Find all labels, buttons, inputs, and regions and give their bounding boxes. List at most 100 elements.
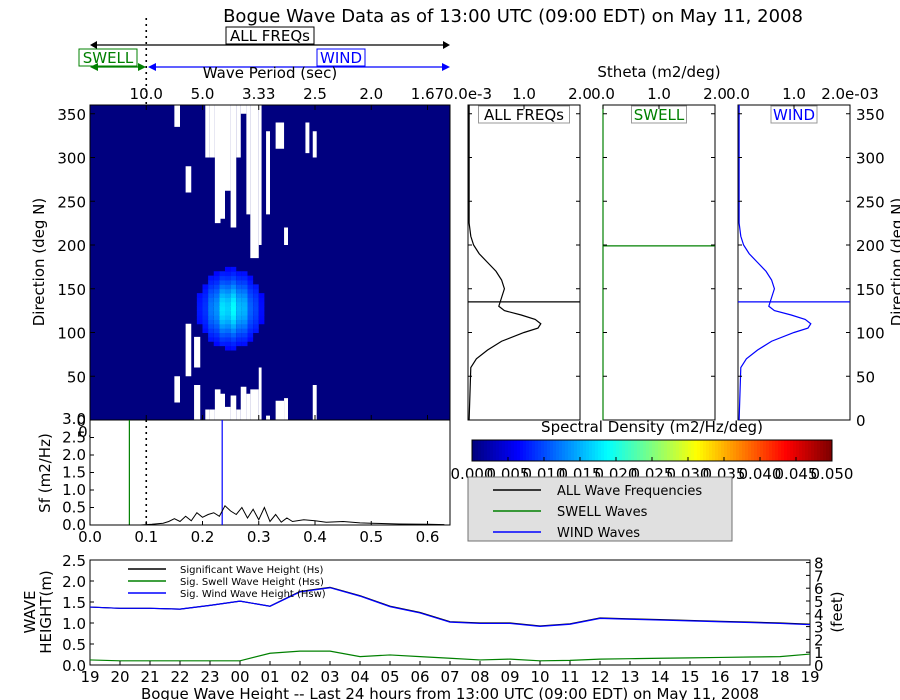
heatmap-cell-74 [225, 315, 231, 320]
swell-band-label-box [78, 48, 138, 67]
legend-label-1: SWELL Waves [557, 505, 648, 520]
heatmap-gap-3-0 [194, 385, 201, 420]
heatmap-gap-3-1 [194, 336, 201, 368]
heatmap-cell-128 [241, 315, 248, 320]
hs-legend-label-2: Sig. Wind Wave Height (Hsw) [180, 589, 326, 600]
sf-x-tick-label-0: 0.0 [78, 528, 102, 546]
colorbar-segment-54 [634, 440, 638, 461]
heatmap-y-tick-label-3: 150 [57, 281, 86, 299]
heatmap-cell-83 [225, 275, 231, 281]
heatmap-cell-156 [253, 319, 259, 325]
colorbar-segment-38 [586, 440, 590, 461]
colorbar-segment-41 [595, 440, 599, 461]
colorbar-segment-84 [724, 440, 728, 461]
colorbar-segment-98 [766, 440, 770, 461]
heatmap-gap-12-1 [240, 105, 247, 114]
legend-label-2: WIND Waves [557, 526, 640, 541]
heatmap-cell-78 [225, 297, 231, 303]
heatmap-gap-14-0 [250, 389, 259, 420]
heatmap-cell-14 [202, 297, 209, 303]
heatmap-cell-20 [208, 328, 214, 333]
heatmap-gap-18-1 [284, 227, 288, 245]
heatmap-cell-98 [230, 293, 237, 298]
hs-x-tick-label-20: 15 [680, 668, 699, 686]
heatmap-cell-15 [202, 293, 209, 298]
heatmap-cell-132 [241, 297, 248, 303]
colorbar-segment-12 [508, 440, 512, 461]
heatmap-cell-131 [241, 301, 248, 307]
heatmap-cell-109 [236, 323, 242, 329]
colorbar-segment-29 [559, 440, 563, 461]
heatmap-cell-111 [236, 315, 242, 320]
colorbar-segment-59 [649, 440, 653, 461]
sf-axis-label: Sf (m2/Hz) [36, 433, 54, 513]
sf-x-tick-label-5: 0.5 [359, 528, 383, 546]
heatmap-y-tick-label-4: 200 [57, 237, 86, 255]
heatmap-cell-73 [225, 319, 231, 325]
colorbar-segment-52 [628, 440, 632, 461]
colorbar-segment-105 [787, 440, 791, 461]
heatmap-cell-52 [219, 332, 225, 338]
stheta-wind-profile-line [738, 105, 812, 421]
heatmap-gap-2-1 [185, 166, 192, 193]
colorbar-segment-80 [712, 440, 716, 461]
heatmap-cell-21 [208, 323, 214, 329]
colorbar-segment-100 [772, 440, 776, 461]
heatmap-cell-142 [247, 323, 254, 329]
colorbar-segment-103 [781, 440, 785, 461]
hs-series-line-2 [89, 587, 811, 627]
heatmap-cell-152 [247, 280, 254, 285]
heatmap-cell-112 [236, 310, 242, 316]
heatmap-cell-127 [241, 319, 248, 325]
heatmap-y-tick-label-0: 0 [76, 412, 86, 430]
heatmap-cell-50 [219, 341, 225, 347]
heatmap-cell-64 [219, 280, 225, 285]
stheta-right-y-tick-label-0: 0 [856, 412, 866, 430]
hs-x-tick-label-15: 10 [530, 668, 549, 686]
heatmap-cell-154 [253, 328, 259, 333]
colorbar-segment-72 [688, 440, 692, 461]
hs-x-tick-label-8: 03 [320, 668, 339, 686]
heatmap-cell-100 [230, 284, 237, 290]
heatmap-cell-85 [225, 266, 231, 272]
heatmap-cell-58 [219, 306, 225, 312]
heatmap-cell-80 [225, 288, 231, 294]
heatmap-cell-92 [230, 319, 237, 325]
heatmap-gap-11-1 [236, 105, 241, 158]
heatmap-cell-11 [202, 310, 209, 316]
heatmap-cell-94 [230, 310, 237, 316]
heatmap-cell-153 [247, 275, 254, 281]
colorbar-segment-4 [484, 440, 488, 461]
stheta-wind-x-tick-label-1: 1.0 [782, 85, 806, 103]
sf-x-tick-label-6: 0.6 [416, 528, 440, 546]
hs-y-tick-label-5: 2.5 [62, 552, 86, 570]
heatmap-cell-10 [202, 315, 209, 320]
heatmap-cell-138 [241, 271, 248, 277]
hs-feet-tick-label-2: 2 [814, 631, 824, 649]
stheta-right-axis-label: Direction (deg N) [888, 198, 900, 327]
heatmap-y-tick-label-7: 350 [57, 106, 86, 124]
heatmap-gap-5-1 [205, 105, 210, 158]
heatmap-cell-150 [247, 288, 254, 294]
heatmap-cell-0 [196, 319, 203, 325]
heatmap-cell-31 [208, 280, 214, 285]
swell-band-arrowhead-right [138, 63, 146, 71]
sf-x-tick-label-1: 0.1 [134, 528, 158, 546]
colorbar-segment-67 [673, 440, 677, 461]
heatmap-cell-116 [236, 293, 242, 298]
colorbar-segment-53 [631, 440, 635, 461]
all-band-label: ALL FREQs [230, 27, 310, 45]
heatmap-cell-113 [236, 306, 242, 312]
colorbar-segment-118 [826, 440, 830, 461]
heatmap-cell-19 [208, 332, 214, 338]
colorbar-segment-110 [802, 440, 806, 461]
heatmap-cell-88 [230, 336, 237, 342]
period-tick-label-0: 10.0 [130, 85, 163, 103]
heatmap-cell-39 [213, 315, 220, 320]
stheta-right-y-tick-label-4: 200 [856, 237, 885, 255]
heatmap-cell-148 [247, 297, 254, 303]
colorbar-segment-16 [520, 440, 524, 461]
hs-x-tick-label-24: 19 [800, 668, 819, 686]
colorbar-segment-35 [577, 440, 581, 461]
heatmap-cell-3 [196, 306, 203, 312]
